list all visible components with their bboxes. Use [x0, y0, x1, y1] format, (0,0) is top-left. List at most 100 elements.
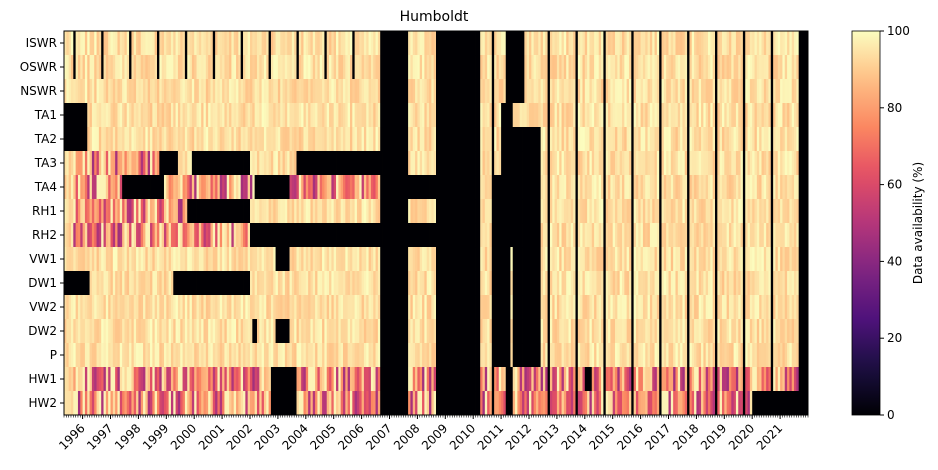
heatmap-cell: [408, 271, 411, 296]
heatmap-cell: [401, 271, 404, 296]
heatmap-cell: [433, 103, 437, 128]
heatmap-cell: [361, 319, 365, 344]
heatmap-cell: [154, 103, 158, 128]
heatmap-cell: [577, 367, 581, 392]
heatmap-cell: [326, 319, 330, 344]
heatmap-cell: [268, 103, 272, 128]
heatmap-cell: [503, 79, 507, 104]
heatmap-cell: [559, 127, 562, 152]
heatmap-cell: [226, 199, 230, 224]
heatmap-cell: [573, 79, 576, 104]
heatmap-cell: [631, 199, 635, 224]
heatmap-cell: [410, 55, 414, 80]
heatmap-cell: [577, 319, 581, 344]
heatmap-cell: [119, 151, 123, 176]
heatmap-cell: [689, 79, 693, 104]
heatmap-cell: [219, 319, 223, 344]
heatmap-cell: [173, 175, 177, 200]
heatmap-cell: [742, 79, 746, 104]
heatmap-cell: [194, 79, 197, 104]
heatmap-cell: [791, 55, 795, 80]
heatmap-cell: [545, 31, 549, 56]
heatmap-cell: [745, 55, 748, 80]
heatmap-cell: [412, 295, 416, 320]
heatmap-cell: [589, 127, 593, 152]
heatmap-cell: [654, 199, 658, 224]
heatmap-cell: [735, 151, 739, 176]
heatmap-cell: [531, 55, 535, 80]
heatmap-cell: [277, 151, 281, 176]
heatmap-cell: [326, 55, 330, 80]
heatmap-cell: [259, 391, 263, 416]
heatmap-cell: [356, 391, 360, 416]
heatmap-cell: [303, 103, 307, 128]
heatmap-cell: [250, 247, 253, 272]
heatmap-cell: [624, 31, 628, 56]
heatmap-cell: [73, 343, 77, 368]
heatmap-cell: [315, 295, 318, 320]
heatmap-cell: [749, 175, 753, 200]
heatmap-cell: [484, 343, 488, 368]
heatmap-cell: [498, 127, 502, 152]
heatmap-cell: [803, 127, 807, 152]
heatmap-cell: [719, 319, 723, 344]
heatmap-cell: [717, 343, 721, 368]
heatmap-cell: [712, 367, 716, 392]
heatmap-cell: [673, 55, 676, 80]
heatmap-cell: [382, 55, 386, 80]
heatmap-cell: [728, 343, 732, 368]
heatmap-cell: [694, 151, 697, 176]
heatmap-cell: [721, 151, 725, 176]
heatmap-cell: [663, 55, 667, 80]
heatmap-cell: [442, 55, 446, 80]
heatmap-cell: [182, 319, 186, 344]
heatmap-cell: [615, 367, 618, 392]
heatmap-cell: [352, 31, 356, 56]
heatmap-cell: [615, 343, 618, 368]
heatmap-cell: [196, 223, 200, 248]
heatmap-cell: [684, 343, 688, 368]
heatmap-cell: [728, 79, 732, 104]
heatmap-cell: [189, 151, 193, 176]
heatmap-cell: [198, 127, 202, 152]
heatmap-cell: [201, 223, 204, 248]
heatmap-cell: [756, 55, 760, 80]
heatmap-cell: [215, 31, 218, 56]
heatmap-cell: [417, 247, 421, 272]
heatmap-cell: [194, 391, 197, 416]
heatmap-cell: [247, 319, 251, 344]
heatmap-cell: [236, 175, 239, 200]
heatmap-cell: [84, 271, 88, 296]
heatmap-cell: [591, 31, 595, 56]
heatmap-cell: [773, 343, 776, 368]
heatmap-cell: [66, 367, 70, 392]
heatmap-cell: [726, 55, 730, 80]
heatmap-cell: [666, 319, 669, 344]
heatmap-cell: [726, 199, 730, 224]
heatmap-cell: [205, 271, 209, 296]
heatmap-cell: [482, 319, 486, 344]
heatmap-cell: [263, 175, 267, 200]
heatmap-cell: [250, 223, 253, 248]
heatmap-cell: [789, 79, 793, 104]
heatmap-cell: [189, 247, 193, 272]
heatmap-cell: [80, 79, 84, 104]
heatmap-cell: [726, 367, 730, 392]
heatmap-cell: [715, 271, 718, 296]
heatmap-cell: [245, 343, 249, 368]
heatmap-cell: [259, 79, 263, 104]
heatmap-cell: [510, 223, 514, 248]
heatmap-cell: [384, 103, 388, 128]
heatmap-cell: [698, 319, 702, 344]
heatmap-cell: [333, 79, 337, 104]
heatmap-cell: [343, 271, 346, 296]
heatmap-cell: [480, 247, 483, 272]
heatmap-cell: [229, 103, 232, 128]
heatmap-cell: [391, 247, 395, 272]
heatmap-cell: [547, 151, 551, 176]
heatmap-cell: [436, 391, 439, 416]
heatmap-cell: [647, 319, 651, 344]
heatmap-cell: [577, 55, 581, 80]
heatmap-cell: [619, 223, 623, 248]
heatmap-cell: [526, 31, 530, 56]
